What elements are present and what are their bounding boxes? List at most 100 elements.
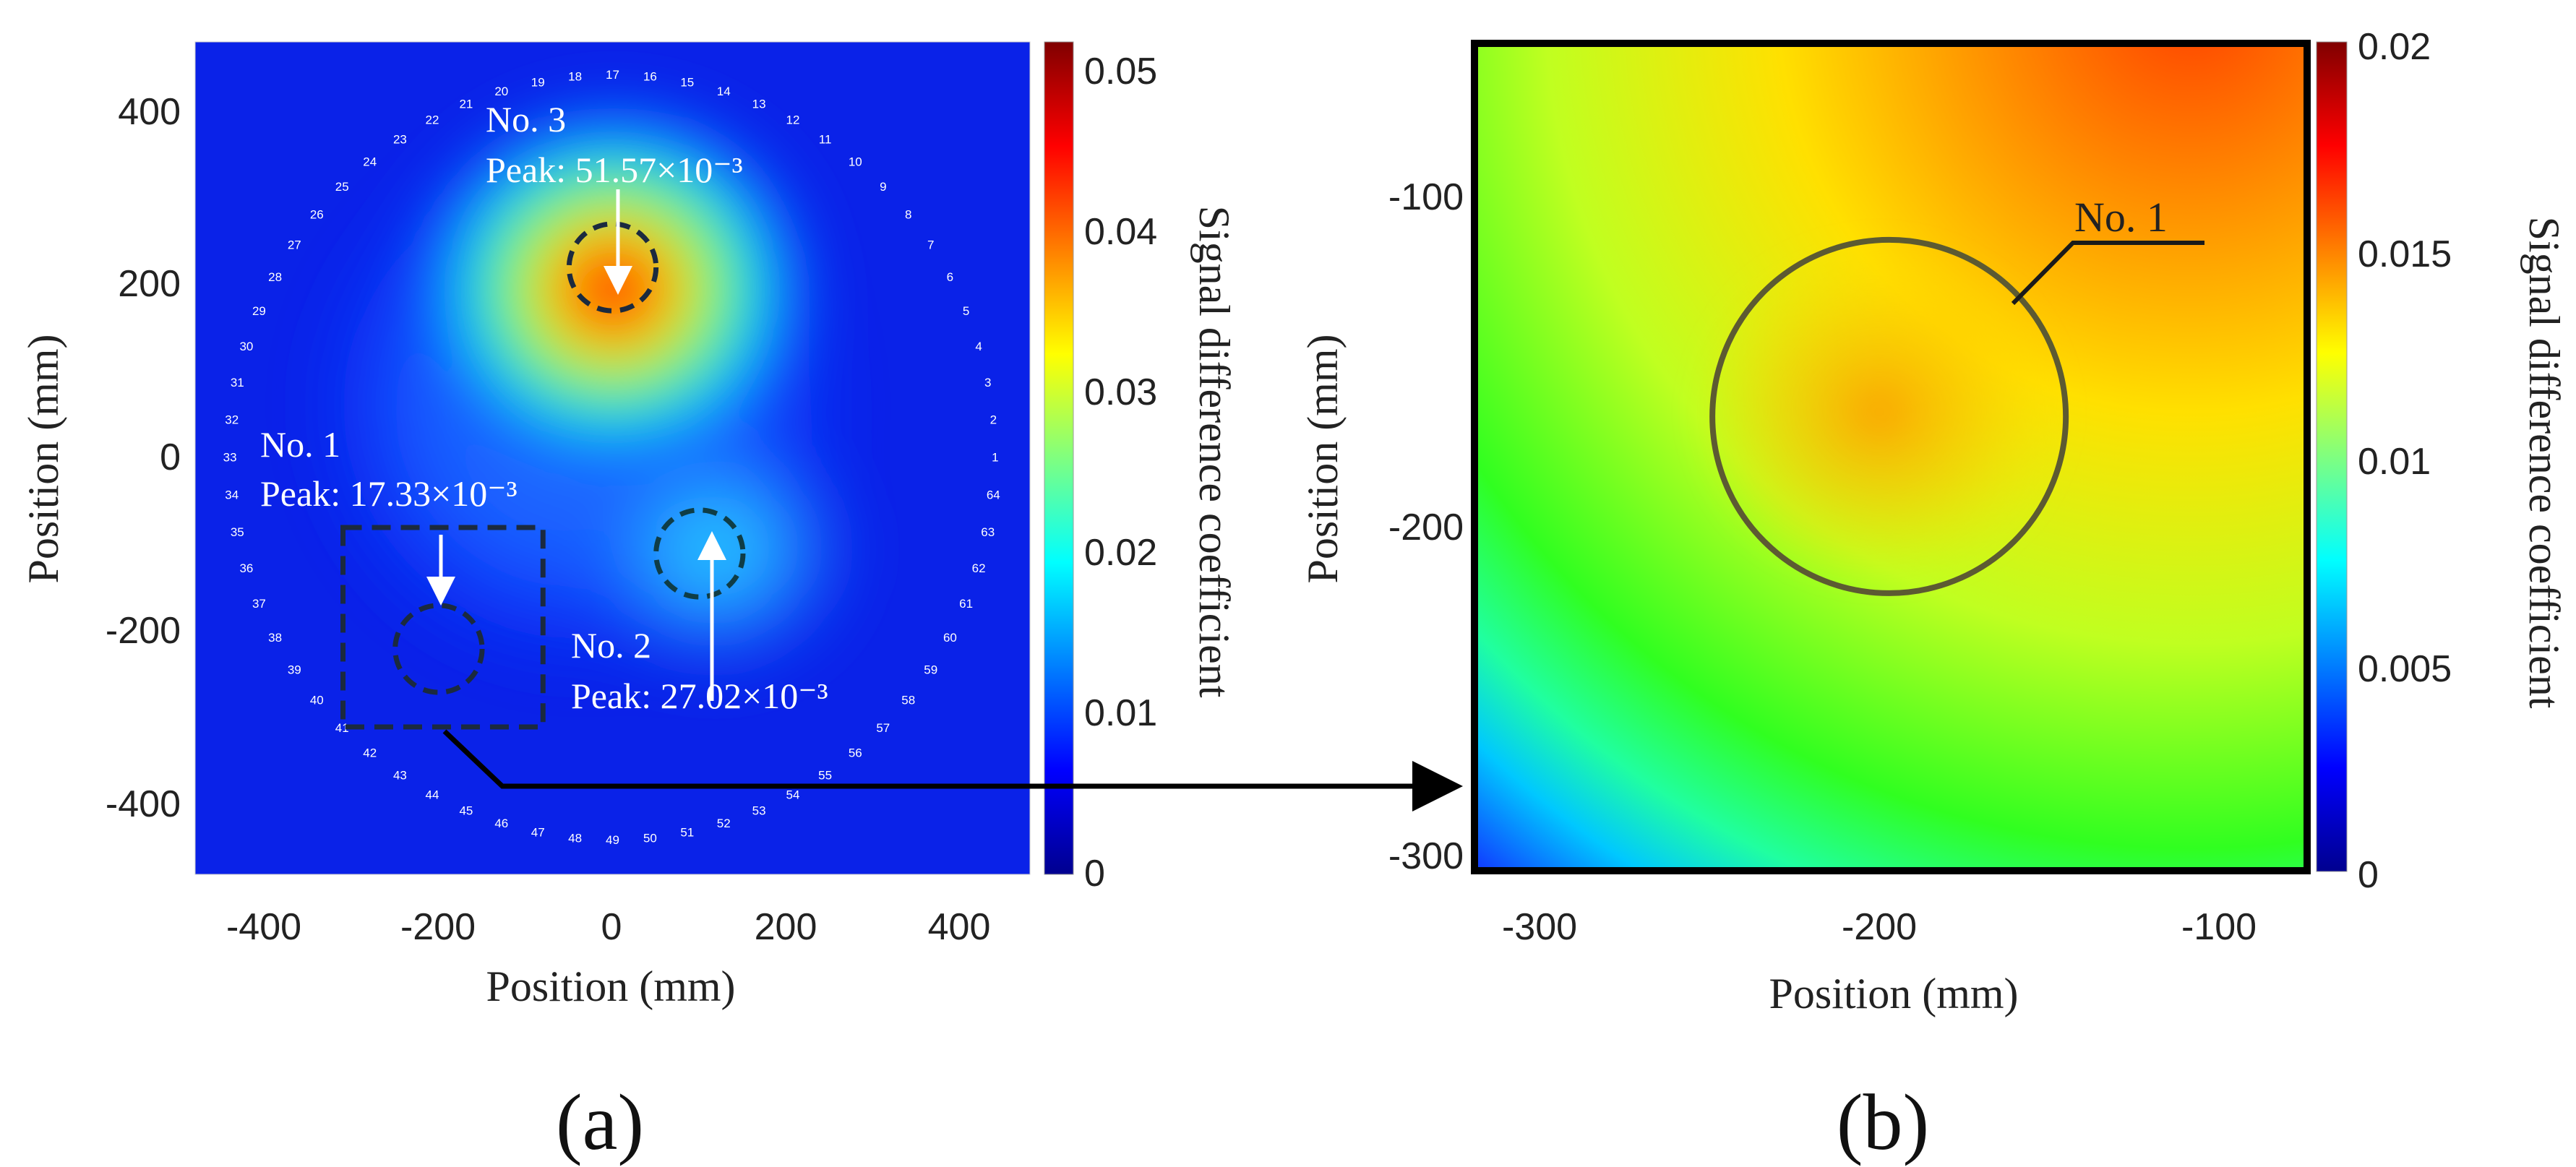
x-tick-b-1: -200	[1842, 906, 1917, 948]
zoom-frame	[1471, 40, 2311, 874]
x-tick-a-4: 400	[928, 906, 991, 948]
sensor-label-33: 33	[223, 450, 237, 464]
x-tick-b-0: -300	[1502, 906, 1577, 948]
sensor-label-34: 34	[225, 488, 239, 501]
sensor-label-19: 19	[531, 75, 545, 89]
sensor-label-8: 8	[905, 208, 911, 222]
cbar-a-tick-3: 0.02	[1084, 532, 1157, 574]
cbar-b-tick-2: 0.01	[2358, 441, 2431, 483]
sensor-label-50: 50	[643, 831, 657, 845]
y-tick-a-2: 0	[160, 436, 181, 478]
sensor-label-43: 43	[393, 769, 407, 783]
x-tick-a-3: 200	[755, 906, 817, 948]
y-tick-a-1: 200	[118, 263, 181, 305]
y-tick-b-0: -100	[1388, 176, 1464, 218]
sensor-label-25: 25	[335, 180, 349, 194]
defect-circles	[392, 221, 746, 695]
sensor-label-24: 24	[363, 155, 377, 168]
defect-circle-no1	[392, 603, 485, 695]
sensor-label-11: 11	[819, 132, 832, 146]
zoom-connector-arrow	[442, 729, 1463, 811]
cbar-b-tick-3: 0.005	[2358, 648, 2452, 690]
sensor-label-26: 26	[310, 208, 324, 222]
sensor-label-6: 6	[947, 270, 953, 284]
y-axis-label-a: Position (mm)	[20, 334, 67, 583]
colorbar-a-ticks: 0.05 0.04 0.03 0.02 0.01 0	[1084, 51, 1157, 895]
sensor-label-28: 28	[268, 270, 282, 284]
peak-no3: Peak: 51.57×10⁻³	[486, 150, 743, 190]
cbar-b-tick-4: 0	[2358, 854, 2379, 896]
sensor-label-10: 10	[849, 155, 862, 168]
label-no1-zoom: No. 1	[2074, 194, 2168, 241]
colorbar-b	[2316, 41, 2348, 872]
sensor-label-51: 51	[680, 826, 694, 840]
sensor-label-27: 27	[288, 238, 301, 251]
sensor-label-18: 18	[568, 70, 582, 84]
y-axis-label-b: Position (mm)	[1299, 334, 1347, 583]
sensor-label-31: 31	[231, 376, 244, 389]
sensor-label-63: 63	[981, 525, 995, 539]
colorbar-a	[1044, 41, 1074, 875]
leader-line-no1	[2011, 241, 2204, 306]
sensor-label-48: 48	[568, 831, 582, 845]
sensor-label-56: 56	[849, 746, 862, 760]
sensor-label-57: 57	[876, 721, 890, 735]
sensor-label-47: 47	[531, 826, 545, 840]
sensor-label-64: 64	[987, 488, 1000, 501]
sensor-label-29: 29	[252, 304, 266, 318]
sensor-label-61: 61	[959, 597, 973, 611]
sensor-label-9: 9	[880, 180, 886, 194]
heatmap-b	[1474, 43, 2307, 871]
x-axis-label-b: Position (mm)	[1769, 970, 2018, 1017]
sensor-label-54: 54	[786, 788, 800, 801]
heatmap-b-peak	[1691, 238, 2067, 585]
sensor-label-58: 58	[901, 693, 915, 707]
sensor-label-53: 53	[752, 804, 766, 818]
sensor-label-55: 55	[818, 769, 832, 783]
sensor-ring: 1234567891011121314151617181920212223242…	[223, 68, 1000, 847]
y-ticks-a: 400 200 0 -200 -400	[106, 91, 181, 825]
colorbar-a-label: Signal difference coefficient	[1190, 206, 1238, 698]
y-tick-b-1: -200	[1388, 507, 1464, 548]
sensor-label-37: 37	[252, 597, 266, 611]
sensor-label-39: 39	[288, 663, 301, 677]
sensor-label-17: 17	[606, 68, 619, 82]
label-no1: No. 1	[260, 424, 340, 465]
cbar-b-tick-1: 0.015	[2358, 233, 2452, 275]
x-ticks-b: -300 -200 -100	[1502, 906, 2257, 948]
sensor-label-32: 32	[225, 413, 239, 427]
sensor-label-3: 3	[984, 376, 991, 389]
x-tick-b-2: -100	[2181, 906, 2257, 948]
sensor-label-30: 30	[239, 340, 253, 353]
sensor-label-42: 42	[363, 746, 377, 760]
sensor-label-49: 49	[606, 833, 619, 847]
x-ticks-a: -400 -200 0 200 400	[226, 906, 990, 948]
sensor-label-52: 52	[717, 817, 731, 830]
sensor-label-20: 20	[494, 85, 508, 98]
sensor-label-35: 35	[231, 525, 244, 539]
panel-a: 1234567891011121314151617181920212223242…	[20, 41, 1238, 1166]
sensor-label-7: 7	[927, 238, 934, 251]
x-axis-label-a: Position (mm)	[486, 963, 735, 1010]
sensor-label-1: 1	[992, 450, 998, 464]
zoom-region-box	[340, 525, 546, 730]
sensor-label-15: 15	[680, 75, 694, 89]
sensor-label-62: 62	[972, 561, 986, 575]
x-tick-a-1: -200	[400, 906, 476, 948]
sensor-label-23: 23	[393, 132, 407, 146]
sensor-label-4: 4	[975, 340, 982, 353]
defect-circle-no1-zoom	[1709, 236, 2069, 596]
sensor-label-60: 60	[943, 631, 957, 645]
sensor-label-22: 22	[426, 113, 439, 127]
y-tick-a-4: -400	[106, 783, 181, 825]
sensor-label-44: 44	[426, 788, 439, 801]
colorbar-b-label: Signal difference coefficient	[2520, 217, 2568, 709]
colorbar-b-ticks: 0.02 0.015 0.01 0.005 0	[2358, 26, 2452, 896]
cbar-a-tick-0: 0.05	[1084, 51, 1157, 92]
cbar-b-tick-0: 0.02	[2358, 26, 2431, 68]
panel-label-a: (a)	[556, 1078, 644, 1166]
x-tick-a-0: -400	[226, 906, 301, 948]
label-no2: No. 2	[571, 625, 651, 666]
sensor-label-38: 38	[268, 631, 282, 645]
